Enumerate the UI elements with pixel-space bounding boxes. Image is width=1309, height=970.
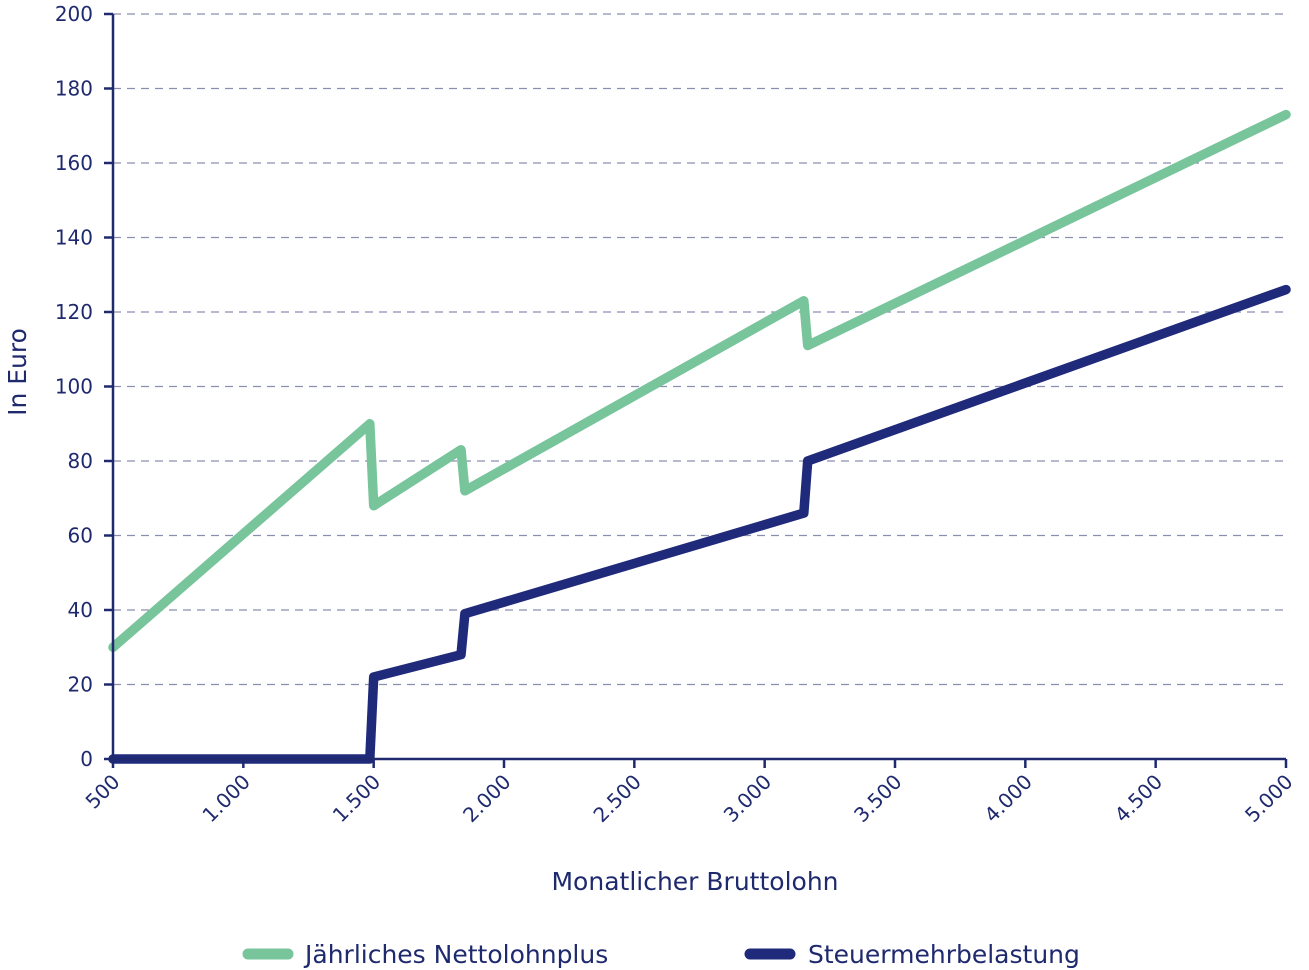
y-tick-label-80: 80: [68, 449, 93, 473]
x-tick-label-3000: 3.000: [719, 770, 776, 827]
x-tick-label-1500: 1.500: [328, 770, 385, 827]
x-tick-label-2500: 2.500: [588, 770, 645, 827]
legend-label-nettolohnplus: Jährliches Nettolohnplus: [303, 940, 608, 969]
x-axis-title: Monatlicher Bruttolohn: [551, 867, 838, 896]
series-line-1: [108, 284, 1291, 764]
y-tick-label-140: 140: [55, 226, 93, 250]
x-tick-label-3500: 3.500: [849, 770, 906, 827]
legend: Jährliches Nettolohnplus Steuermehrbelas…: [242, 940, 1080, 969]
x-tick-label-2000: 2.000: [458, 770, 515, 827]
x-tick-label-4000: 4.000: [979, 770, 1036, 827]
y-tick-label-20: 20: [68, 673, 93, 697]
series-layer: [108, 109, 1291, 764]
y-axis-title: In Euro: [3, 328, 32, 416]
y-tick-label-100: 100: [55, 375, 93, 399]
y-tick-label-120: 120: [55, 300, 93, 324]
y-tick-label-40: 40: [68, 598, 93, 622]
series-line-0: [108, 109, 1291, 653]
x-tick-label-5000: 5.000: [1240, 770, 1297, 827]
legend-item-nettolohnplus[interactable]: Jährliches Nettolohnplus: [242, 940, 608, 969]
tick-labels: 0 20 40 60 80 100 120 140 160 180 200 500 1.000 1.500…: [55, 2, 1298, 827]
x-tick-label-1000: 1.000: [197, 770, 254, 827]
legend-item-steuermehrbelastung[interactable]: Steuermehrbelastung: [744, 940, 1080, 969]
x-tick-label-4500: 4.500: [1110, 770, 1167, 827]
x-tick-label-500: 500: [81, 770, 125, 814]
y-tick-label-180: 180: [55, 77, 93, 101]
y-tick-label-60: 60: [68, 524, 93, 548]
axes: [104, 12, 1288, 768]
y-tick-label-160: 160: [55, 151, 93, 175]
legend-label-steuermehrbelastung: Steuermehrbelastung: [808, 940, 1080, 969]
y-tick-label-200: 200: [55, 2, 93, 26]
y-tick-label-0: 0: [80, 747, 93, 771]
